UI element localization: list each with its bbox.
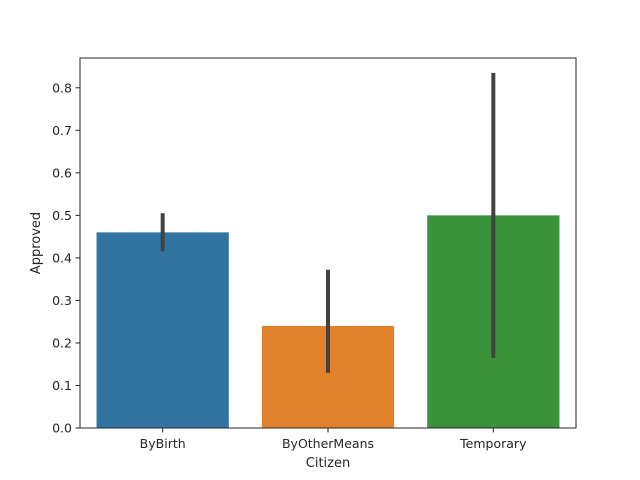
x-tick-label: Temporary bbox=[459, 436, 527, 451]
y-tick-label: 0.8 bbox=[52, 80, 72, 95]
y-tick-label: 0.2 bbox=[52, 335, 72, 350]
x-axis-label: Citizen bbox=[306, 456, 350, 471]
x-tick-label: ByBirth bbox=[140, 436, 186, 451]
y-axis-label: Approved bbox=[29, 212, 44, 274]
y-tick-label: 0.7 bbox=[52, 123, 72, 138]
y-tick-label: 0.6 bbox=[52, 165, 72, 180]
error-bars-layer bbox=[160, 72, 496, 373]
y-tick-label: 0.3 bbox=[52, 293, 72, 308]
plot-frame bbox=[79, 57, 577, 429]
y-tick-label: 0.4 bbox=[52, 250, 72, 265]
y-tick-label: 0.0 bbox=[52, 421, 72, 436]
axes-layer: ByBirth ByOtherMeans Temporary 0.0 0.1 0.2 0.3… bbox=[52, 57, 577, 451]
y-tick-label: 0.1 bbox=[52, 378, 72, 393]
x-tick-label: ByOtherMeans bbox=[282, 436, 374, 451]
y-tick-label: 0.5 bbox=[52, 208, 72, 223]
bar-bybirth bbox=[96, 232, 229, 428]
